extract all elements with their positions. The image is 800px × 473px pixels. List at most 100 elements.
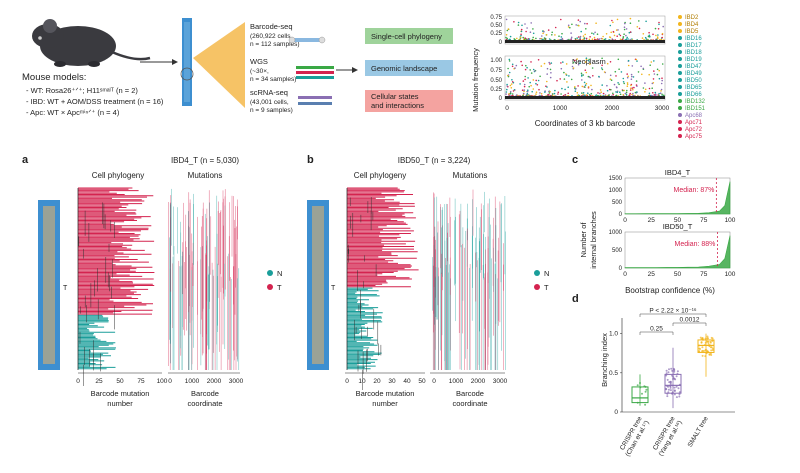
- y-tick-label: 1500: [609, 176, 623, 182]
- mf-point: [567, 26, 570, 28]
- category-label: SMALT tree: [687, 415, 710, 448]
- svg-text:100: 100: [157, 378, 168, 385]
- mf-point: [522, 92, 525, 95]
- mf-point: [508, 92, 510, 95]
- mf-point: [660, 82, 663, 85]
- hist-area: [624, 235, 731, 269]
- box-point: [710, 354, 713, 356]
- mf-point: [657, 37, 659, 39]
- mf-point: [635, 58, 638, 61]
- box-point: [701, 346, 704, 349]
- mf-point: [520, 34, 522, 37]
- mf-point: [661, 93, 663, 96]
- x-tick-label: 100: [725, 217, 736, 224]
- mf-point: [613, 34, 616, 37]
- panel-d-ylabel: Branching index: [600, 333, 609, 387]
- x-tick-label: 50: [674, 271, 682, 278]
- mf-point: [642, 33, 645, 35]
- mf-point: [624, 22, 626, 25]
- mutation-matrix-b: [432, 189, 506, 370]
- mf-point: [575, 24, 577, 26]
- output-label-line: Cellular states: [371, 92, 419, 101]
- legend-label: IBD4: [685, 22, 699, 28]
- mf-point: [622, 89, 624, 92]
- legend-swatch: [678, 134, 682, 138]
- assay-detail: (43,001 cells,: [250, 99, 289, 106]
- mf-point: [580, 72, 583, 75]
- mf-point: [585, 57, 588, 59]
- mf-point: [539, 75, 541, 78]
- mf-point: [632, 88, 634, 91]
- mf-point: [505, 18, 508, 21]
- svg-text:0: 0: [432, 378, 436, 385]
- mf-point: [660, 88, 663, 91]
- mf-point: [562, 61, 564, 63]
- mf-point: [629, 87, 632, 90]
- mf-point: [589, 63, 591, 65]
- panel-letter-b: b: [307, 154, 314, 166]
- svg-text:2000: 2000: [605, 105, 620, 112]
- box-point: [678, 395, 681, 398]
- mf-point: [601, 57, 603, 60]
- mf-point: [644, 91, 646, 93]
- mf-point: [527, 89, 529, 91]
- mf-point: [560, 67, 563, 70]
- mf-point: [521, 89, 524, 91]
- mf-point: [626, 89, 628, 92]
- mf-point: [578, 24, 580, 27]
- legend-label: IBD16: [685, 36, 702, 42]
- mf-point: [608, 36, 611, 38]
- axis-b1: 0 10 20 30 40 50 Barcode mutation number: [345, 372, 426, 408]
- mf-point: [641, 73, 643, 76]
- mf-point: [506, 88, 508, 91]
- mf-point: [619, 34, 622, 37]
- mf-point: [532, 32, 535, 35]
- mf-point: [505, 34, 508, 36]
- mf-point: [651, 87, 653, 89]
- output-label-cellular: Cellular states and interactions: [371, 92, 424, 110]
- mf-point: [591, 67, 594, 69]
- hist-title: IBD4_T: [665, 168, 691, 177]
- arrowhead: [172, 59, 178, 65]
- mf-point: [560, 18, 562, 21]
- mf-point: [585, 37, 588, 40]
- mf-point: [604, 38, 607, 40]
- svg-text:3000: 3000: [229, 378, 244, 385]
- mf-point: [631, 75, 633, 78]
- box-point: [673, 389, 676, 392]
- mf-point: [505, 93, 507, 95]
- legend-swatch: [678, 113, 682, 117]
- mf-point: [566, 81, 568, 83]
- mf-point: [654, 91, 657, 94]
- assay-title: WGS: [250, 57, 268, 66]
- box-point: [711, 349, 714, 352]
- mutation-matrix-a: [168, 188, 240, 370]
- mf-point: [526, 92, 529, 95]
- mf-point: [648, 92, 651, 95]
- mf-point: [532, 28, 534, 30]
- mf-point: [557, 93, 559, 95]
- box-point: [674, 378, 677, 381]
- zoom-funnel: [193, 22, 245, 108]
- mf-point: [626, 73, 628, 75]
- mf-point: [563, 78, 566, 80]
- box-point: [708, 353, 711, 356]
- mf-point: [592, 75, 594, 77]
- mf-point: [627, 75, 629, 78]
- box-point: [669, 386, 672, 389]
- mf-point: [547, 93, 549, 96]
- mf-point: [587, 59, 590, 62]
- mf-point: [559, 78, 561, 80]
- mf-point: [568, 75, 570, 77]
- mf-point: [592, 33, 595, 35]
- mf-point: [603, 71, 606, 73]
- mf-point: [653, 60, 655, 62]
- mf-point: [585, 71, 588, 74]
- x-tick-label: 75: [700, 271, 708, 278]
- mf-point: [638, 27, 641, 30]
- mf-point: [521, 24, 523, 27]
- mf-point: [631, 93, 633, 96]
- assay-detail: n = 9 samples): [250, 107, 293, 114]
- mf-point: [628, 31, 631, 34]
- y-tick-label: 0.5: [609, 370, 618, 377]
